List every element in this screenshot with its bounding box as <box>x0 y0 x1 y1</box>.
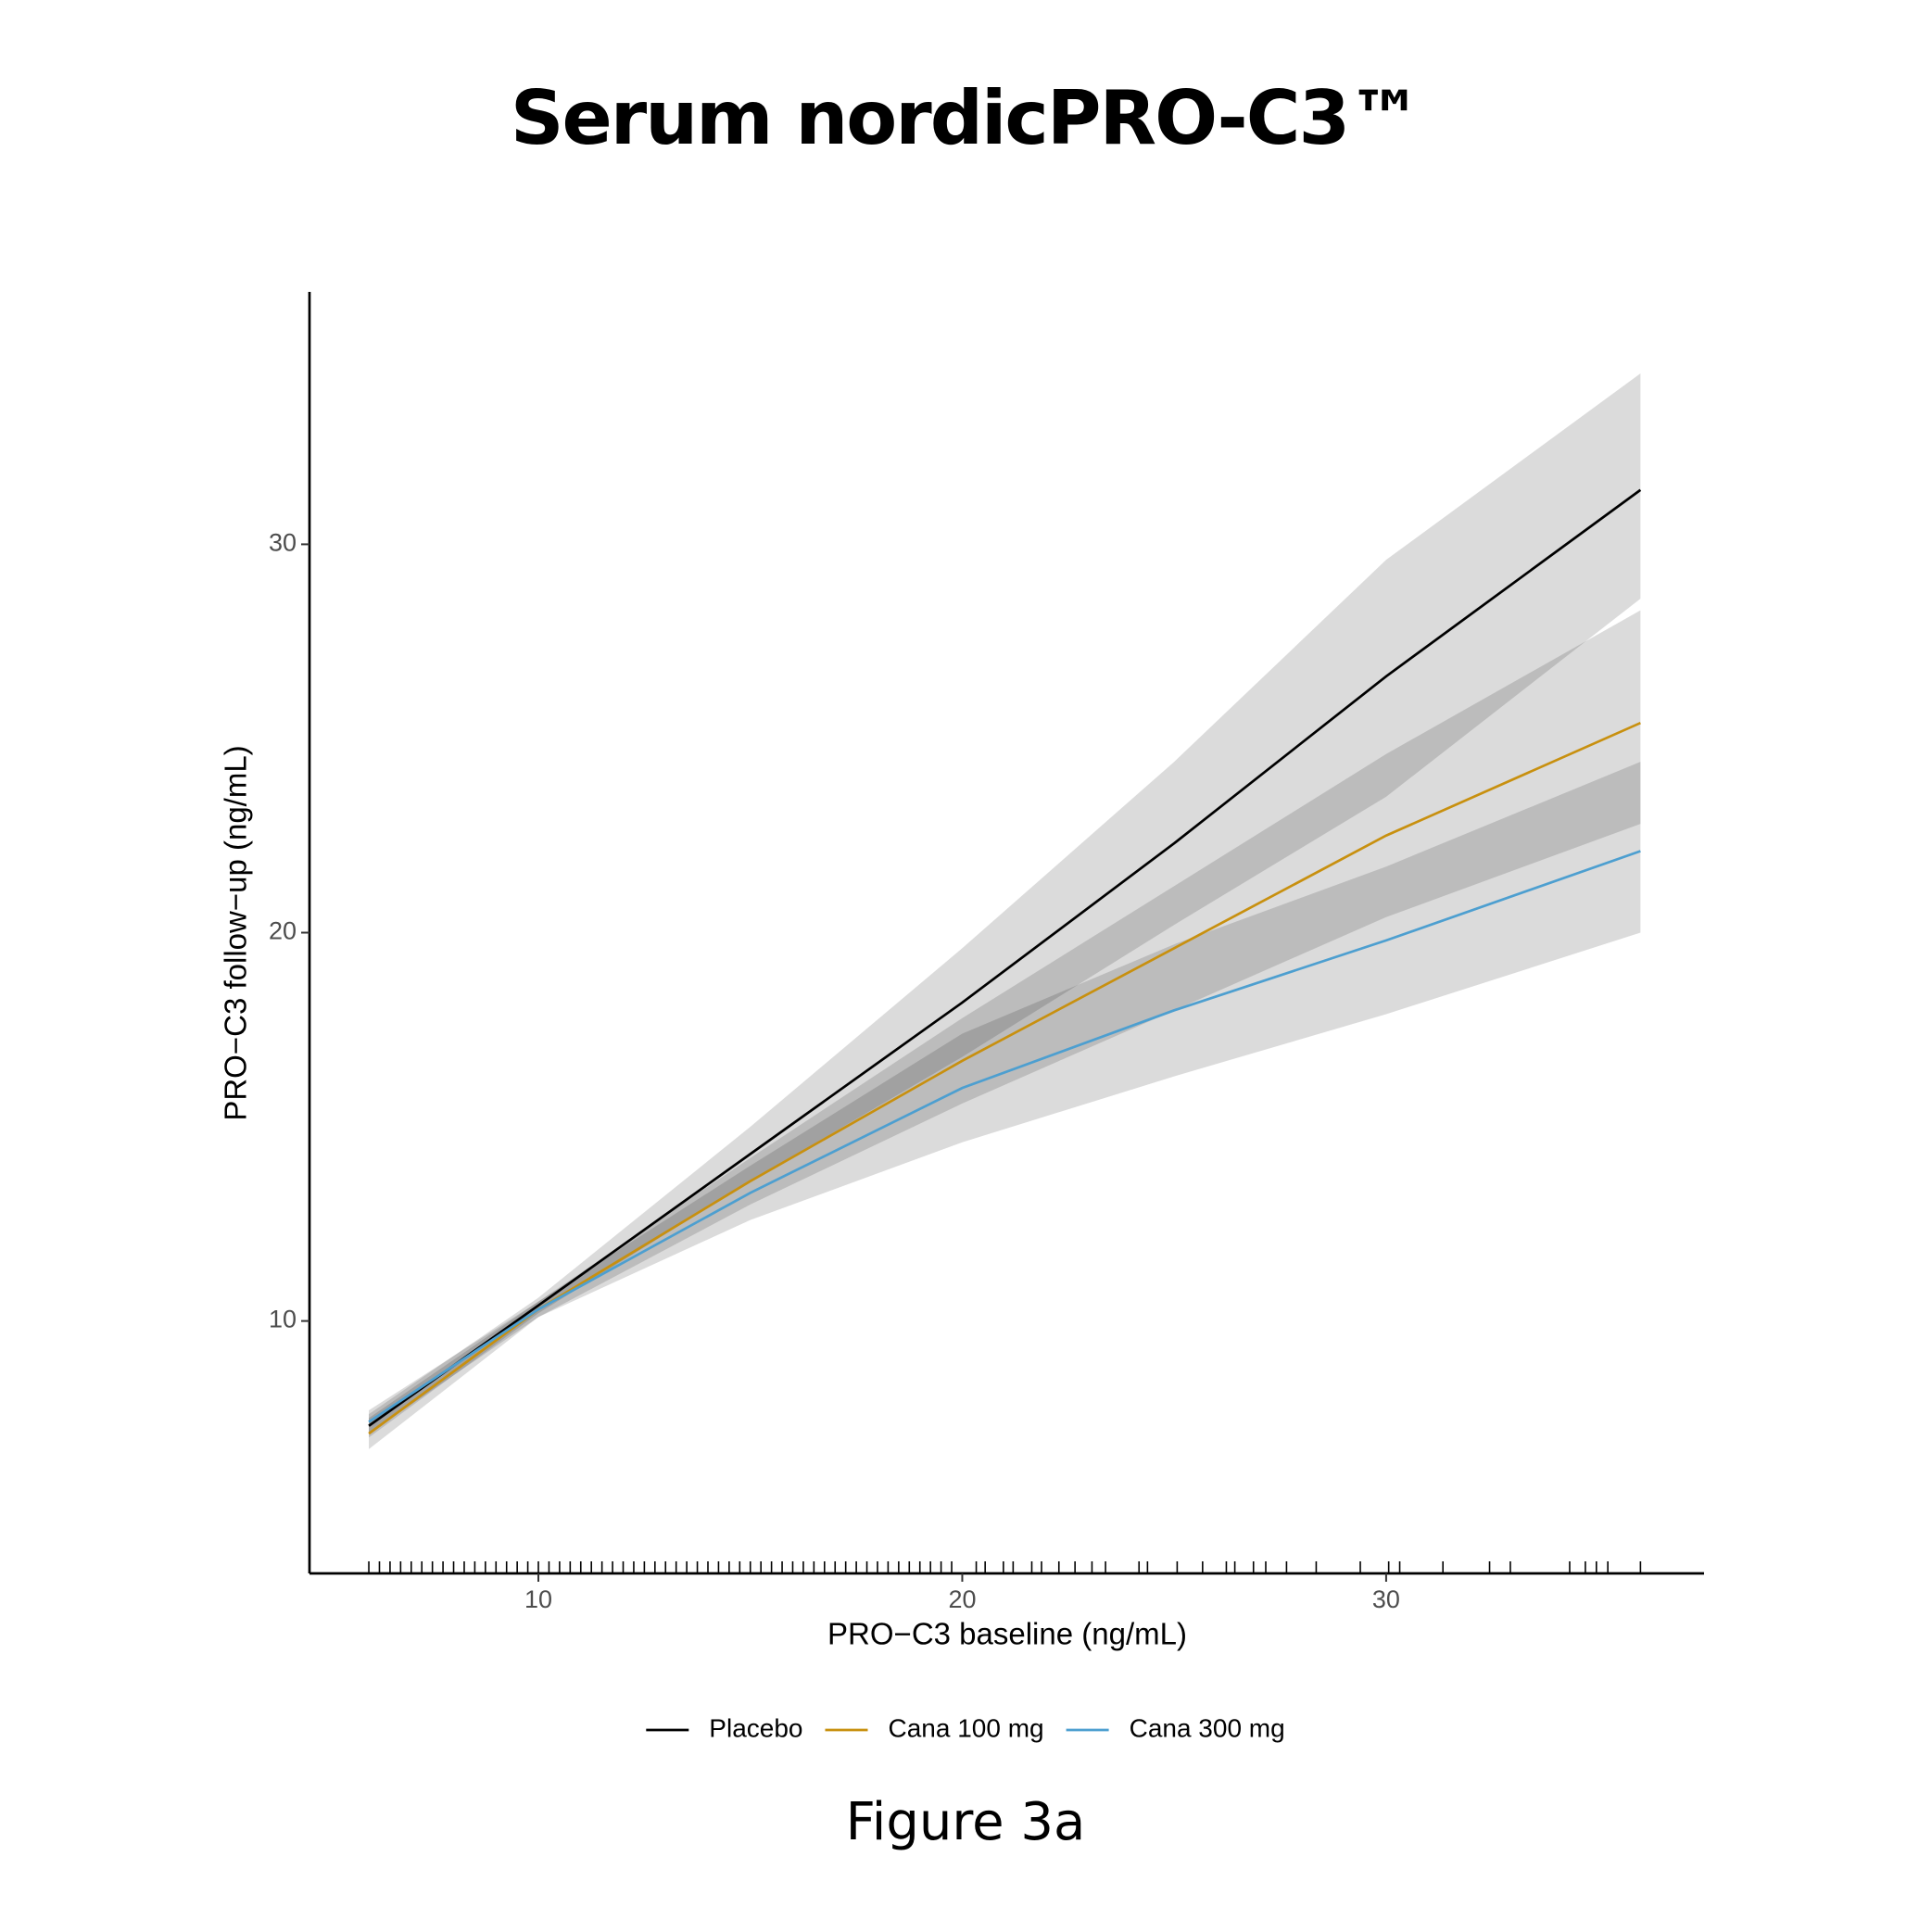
y-axis-label: PRO−C3 follow−up (ng/mL) <box>219 745 253 1120</box>
y-tick-label: 20 <box>269 917 297 945</box>
x-axis-label: PRO−C3 baseline (ng/mL) <box>827 1617 1187 1651</box>
confidence-band <box>369 610 1641 1449</box>
y-tick-label: 30 <box>269 529 297 557</box>
chart-title: Serum nordicPRO-C3™ <box>511 75 1421 161</box>
confidence-band <box>369 762 1641 1434</box>
confidence-band <box>369 373 1641 1438</box>
y-tick-label: 10 <box>269 1306 297 1333</box>
caption: Figure 3a <box>846 1792 1086 1852</box>
legend-label: Placebo <box>709 1713 802 1742</box>
x-tick-label: 20 <box>948 1585 976 1613</box>
legend-label: Cana 100 mg <box>888 1713 1043 1742</box>
x-tick-label: 10 <box>524 1585 552 1613</box>
legend-label: Cana 300 mg <box>1130 1713 1285 1742</box>
x-tick-label: 30 <box>1372 1585 1400 1613</box>
line <box>368 488 1642 1427</box>
line <box>368 850 1641 1423</box>
